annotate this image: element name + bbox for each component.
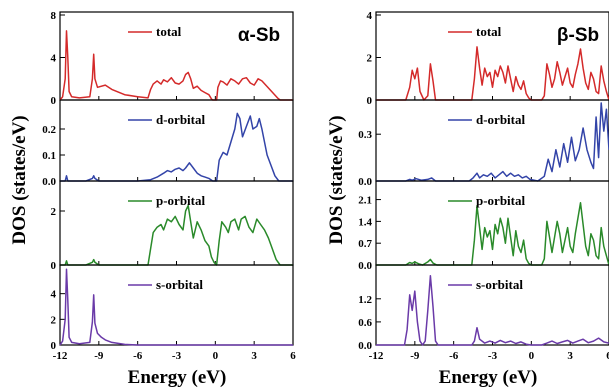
y-tick-label: 0.0 bbox=[42, 176, 56, 188]
beta-sb-figure: DOS (states/eV) 024total0.00.3d-orbital0… bbox=[326, 10, 609, 388]
y-tick-label: 0.7 bbox=[358, 238, 372, 250]
x-tick-label: -9 bbox=[410, 350, 420, 362]
x-tick-label: -6 bbox=[449, 350, 459, 362]
y-tick-label: 0 bbox=[51, 260, 57, 272]
x-tick-label: 6 bbox=[290, 350, 296, 362]
y-tick-label: 4 bbox=[51, 289, 57, 301]
x-tick-label: 3 bbox=[251, 350, 257, 362]
legend-label-p-orbital: p-orbital bbox=[156, 193, 206, 208]
series-line-d-orbital bbox=[60, 112, 293, 182]
y-tick-label: 0.1 bbox=[42, 150, 56, 162]
y-tick-label: 0.6 bbox=[358, 317, 372, 329]
x-tick-label: 0 bbox=[213, 350, 219, 362]
y-tick-label: 2.1 bbox=[358, 195, 372, 207]
y-tick-label: 2 bbox=[51, 314, 57, 326]
y-tick-label: 4 bbox=[367, 10, 373, 22]
series-line-s-orbital bbox=[376, 274, 609, 346]
y-tick-label: 0 bbox=[367, 95, 373, 107]
alpha-ylabel: DOS (states/eV) bbox=[9, 115, 30, 244]
x-tick-label: -12 bbox=[53, 350, 68, 362]
legend-label-s-orbital: s-orbital bbox=[476, 277, 523, 292]
y-tick-label: 0.2 bbox=[42, 124, 56, 136]
y-tick-label: 8 bbox=[51, 10, 57, 22]
legend-label-d-orbital: d-orbital bbox=[476, 112, 526, 127]
phase-label: β-Sb bbox=[557, 25, 599, 46]
x-tick-label: -6 bbox=[133, 350, 143, 362]
y-tick-label: 2 bbox=[367, 53, 373, 65]
x-tick-label: -3 bbox=[172, 350, 182, 362]
beta-ylabel: DOS (states/eV) bbox=[326, 115, 347, 244]
legend-label-total: total bbox=[156, 24, 182, 39]
y-tick-label: 0.0 bbox=[358, 176, 372, 188]
legend-label-total: total bbox=[476, 24, 502, 39]
beta-xlabel: Energy (eV) bbox=[439, 367, 538, 388]
x-tick-label: -3 bbox=[488, 350, 498, 362]
y-tick-label: 0 bbox=[51, 95, 57, 107]
y-tick-label: 2 bbox=[51, 206, 57, 218]
phase-label: α-Sb bbox=[238, 25, 280, 46]
series-line-p-orbital bbox=[376, 201, 609, 266]
y-tick-label: 4 bbox=[51, 53, 57, 65]
y-tick-label: 0 bbox=[51, 340, 57, 352]
alpha-sb-figure: DOS (states/eV) 0 4 8 total 0.0 0.1 0.2 d-orbit… bbox=[9, 10, 296, 388]
series-line-s-orbital bbox=[59, 268, 293, 346]
y-tick-label: 1.2 bbox=[358, 294, 372, 306]
legend-label-d-orbital: d-orbital bbox=[156, 112, 206, 127]
legend-label-p-orbital: p-orbital bbox=[476, 193, 526, 208]
x-tick-label: 3 bbox=[567, 350, 573, 362]
alpha-sb-plot: 0 4 8 total 0.0 0.1 0.2 d-orbital 0 2 p-orbital 0 2 4… bbox=[42, 10, 296, 362]
x-tick-label: 6 bbox=[606, 350, 609, 362]
series-line-total bbox=[376, 46, 609, 101]
y-tick-label: 0.0 bbox=[358, 340, 372, 352]
x-tick-label: -12 bbox=[369, 350, 384, 362]
alpha-xlabel: Energy (eV) bbox=[128, 367, 227, 388]
series-line-total bbox=[59, 30, 293, 101]
x-tick-label: 0 bbox=[529, 350, 535, 362]
x-tick-label: -9 bbox=[94, 350, 104, 362]
series-line-p-orbital bbox=[60, 204, 293, 266]
y-tick-label: 0.0 bbox=[358, 260, 372, 272]
beta-sb-plot: 0 2 4 total 0.0 0.3 d-orbital 0.0 0.7 1.4 2.1 p-orb… bbox=[358, 10, 609, 362]
y-tick-label: 0.3 bbox=[358, 129, 372, 141]
legend-label-s-orbital: s-orbital bbox=[156, 277, 203, 292]
y-tick-label: 1.4 bbox=[358, 216, 372, 228]
